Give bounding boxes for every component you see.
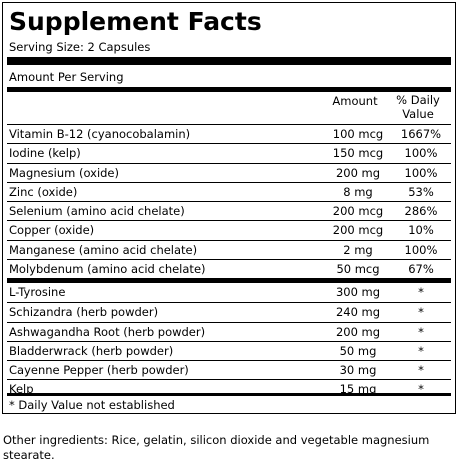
nutrient-name: Molybdenum (amino acid chelate) bbox=[9, 262, 206, 277]
nutrient-name: Schizandra (herb powder) bbox=[9, 305, 159, 320]
table-row: Iodine (kelp) 150 mcg 100% bbox=[7, 143, 451, 162]
nutrient-amount: 50 mcg bbox=[336, 262, 380, 277]
nutrient-name: Vitamin B-12 (cyanocobalamin) bbox=[9, 127, 191, 141]
nutrient-amount: 200 mg bbox=[335, 324, 381, 339]
table-row: Vitamin B-12 (cyanocobalamin) 100 mcg 1667… bbox=[7, 124, 451, 143]
table-row: Magnesium (oxide) 200 mg 100% bbox=[7, 162, 451, 182]
nutrient-amount: 2 mg bbox=[343, 242, 373, 257]
nutrient-name: Copper (oxide) bbox=[9, 223, 95, 238]
table-row: Ashwagandha Root (herb powder) 200 mg * bbox=[7, 321, 451, 341]
nutrient-name: Zinc (oxide) bbox=[9, 184, 78, 199]
table-row: Molybdenum (amino acid chelate) 50 mcg 67% bbox=[7, 259, 451, 278]
nutrient-dv: 286% bbox=[404, 204, 438, 219]
nutrient-amount: 50 mg bbox=[339, 343, 377, 358]
table-row: L-Tyrosine 300 mg * bbox=[7, 283, 451, 302]
divider-thick bbox=[7, 87, 451, 92]
nutrient-amount: 8 mg bbox=[343, 184, 373, 199]
table-row: Zinc (oxide) 8 mg 53% bbox=[7, 181, 451, 201]
table-row: Manganese (amino acid chelate) 2 mg 100% bbox=[7, 239, 451, 259]
nutrient-amount: 200 mcg bbox=[332, 204, 384, 219]
vitamins-minerals-table: Vitamin B-12 (cyanocobalamin) 100 mcg 1667… bbox=[7, 124, 451, 278]
nutrient-name: Kelp bbox=[9, 382, 34, 397]
nutrient-dv: * bbox=[418, 363, 424, 378]
nutrient-amount: 30 mg bbox=[339, 363, 377, 378]
nutrient-dv: * bbox=[418, 382, 424, 397]
nutrient-dv: 67% bbox=[408, 262, 434, 277]
table-row: Selenium (amino acid chelate) 200 mcg 286% bbox=[7, 201, 451, 220]
nutrient-name: L-Tyrosine bbox=[9, 285, 66, 299]
nutrient-name: Manganese (amino acid chelate) bbox=[9, 242, 198, 257]
nutrient-dv: * bbox=[418, 285, 424, 299]
nutrient-name: Cayenne Pepper (herb powder) bbox=[9, 363, 189, 378]
nutrient-amount: 200 mg bbox=[335, 165, 381, 180]
nutrient-dv: * bbox=[418, 324, 424, 339]
divider-thick bbox=[7, 278, 451, 283]
nutrient-dv: 100% bbox=[404, 165, 438, 180]
supplement-facts-panel: Supplement Facts Serving Size: 2 Capsule… bbox=[2, 2, 456, 414]
nutrient-name: Bladderwrack (herb powder) bbox=[9, 343, 174, 358]
amount-per-serving-label: Amount Per Serving bbox=[9, 70, 124, 84]
table-row: Schizandra (herb powder) 240 mg * bbox=[7, 302, 451, 321]
nutrient-dv: * bbox=[418, 343, 424, 358]
serving-size: Serving Size: 2 Capsules bbox=[9, 40, 151, 54]
nutrient-amount: 150 mcg bbox=[332, 146, 384, 161]
table-row: Bladderwrack (herb powder) 50 mg * bbox=[7, 340, 451, 360]
table-row: Copper (oxide) 200 mcg 10% bbox=[7, 220, 451, 239]
nutrient-dv: 53% bbox=[408, 184, 434, 199]
nutrient-dv: 100% bbox=[404, 242, 438, 257]
daily-value-header: % Daily Value bbox=[396, 93, 440, 121]
nutrient-amount: 240 mg bbox=[335, 305, 381, 320]
nutrient-dv: 10% bbox=[408, 223, 434, 238]
footnote: * Daily Value not established bbox=[9, 398, 175, 412]
nutrient-dv: * bbox=[418, 305, 424, 320]
nutrient-dv: 1667% bbox=[400, 127, 442, 141]
nutrient-amount: 15 mg bbox=[339, 382, 377, 397]
nutrient-name: Magnesium (oxide) bbox=[9, 165, 119, 180]
nutrient-dv: 100% bbox=[404, 146, 438, 161]
divider-thick bbox=[7, 393, 451, 396]
nutrient-name: Selenium (amino acid chelate) bbox=[9, 204, 185, 219]
nutrient-amount: 100 mcg bbox=[332, 127, 384, 141]
nutrient-name: Iodine (kelp) bbox=[9, 146, 81, 161]
panel-title: Supplement Facts bbox=[9, 7, 262, 36]
other-ingredients-text: Other ingredients: Rice, gelatin, silico… bbox=[3, 433, 430, 462]
nutrient-amount: 200 mcg bbox=[332, 223, 384, 238]
other-ingredients-table: L-Tyrosine 300 mg * Schizandra (herb powder… bbox=[7, 283, 451, 399]
table-row: Cayenne Pepper (herb powder) 30 mg * bbox=[7, 360, 451, 379]
nutrient-amount: 300 mg bbox=[335, 285, 381, 299]
amount-header: Amount bbox=[332, 94, 378, 108]
table-row: Kelp 15 mg * bbox=[7, 379, 451, 398]
divider-thick bbox=[7, 57, 451, 65]
nutrient-name: Ashwagandha Root (herb powder) bbox=[9, 324, 206, 339]
